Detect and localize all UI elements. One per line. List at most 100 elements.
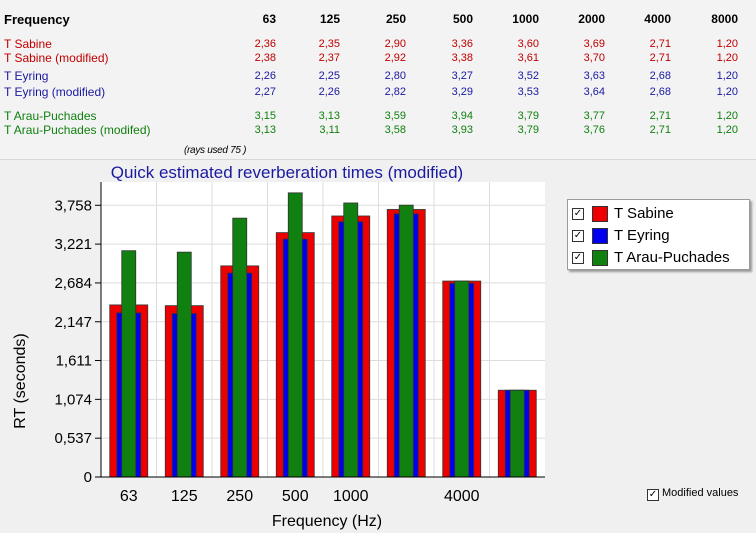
table-cell: 1,20 (716, 86, 738, 98)
legend-swatch (592, 206, 608, 222)
bar-t-arau-puchades-8000 (509, 389, 525, 478)
table-cell: 2,71 (649, 52, 671, 64)
table-cell: 3,58 (384, 124, 406, 136)
x-tick-label: 1000 (333, 488, 369, 505)
chart-title: Quick estimated reverberation times (mod… (111, 163, 463, 182)
modified-values-checkbox[interactable]: ✓ Modified values (647, 487, 738, 501)
frequency-header-500: 500 (452, 12, 473, 26)
table-row-label: T Sabine (modified) (4, 51, 109, 65)
table-cell: 2,80 (384, 70, 406, 82)
table-cell: 3,36 (451, 38, 473, 50)
table-cell: 3,79 (517, 124, 539, 136)
table-cell: 3,70 (583, 52, 605, 64)
frequency-header-125: 125 (319, 12, 340, 26)
table-cell: 3,63 (583, 70, 605, 82)
x-tick-label: 63 (120, 488, 138, 505)
frequency-header-2000: 2000 (578, 12, 605, 26)
table-cell: 2,68 (649, 86, 671, 98)
bar-t-arau-puchades-250 (232, 217, 248, 478)
frequency-header-4000: 4000 (644, 12, 671, 26)
table-row-label: T Arau-Puchades (modifed) (4, 123, 151, 137)
y-tick-label: 2,147 (54, 314, 92, 331)
table-row-label: T Arau-Puchades (4, 109, 97, 123)
table-cell: 3,77 (583, 110, 605, 122)
table-cell: 1,20 (716, 52, 738, 64)
legend-checkbox-icon[interactable]: ✓ (572, 252, 584, 264)
table-cell: 1,20 (716, 124, 738, 136)
table-cell: 3,11 (319, 124, 340, 136)
table-cell: 3,53 (517, 86, 539, 98)
table-cell: 1,20 (716, 70, 738, 82)
legend-label: T Arau-Puchades (614, 249, 730, 266)
table-cell: 1,20 (716, 38, 738, 50)
x-tick-label: 250 (226, 488, 253, 505)
bar-t-arau-puchades-500 (287, 192, 303, 478)
frequency-header-250: 250 (385, 12, 406, 26)
legend-swatch (592, 228, 608, 244)
legend-label: T Sabine (614, 205, 674, 222)
table-cell: 2,92 (384, 52, 406, 64)
table-cell: 2,82 (384, 86, 406, 98)
table-cell: 3,93 (451, 124, 473, 136)
legend-item-t-arau-puchades[interactable]: ✓ T Arau-Puchades (572, 248, 747, 268)
y-tick-label: 3,758 (54, 197, 92, 214)
bar-t-arau-puchades-2000 (398, 204, 414, 478)
reverberation-chart: Quick estimated reverberation times (mod… (0, 160, 756, 533)
table-cell: 3,76 (583, 124, 605, 136)
table-cell: 2,36 (254, 38, 276, 50)
table-cell: 3,60 (517, 38, 539, 50)
table-cell: 3,59 (384, 110, 406, 122)
reverberation-table: Frequency (rays used 75 ) 63 125 250 500 100… (0, 0, 756, 160)
table-cell: 2,38 (254, 52, 276, 64)
legend-swatch (592, 250, 608, 266)
y-axis-label: RT (seconds) (12, 333, 29, 428)
bar-t-arau-puchades-63 (121, 250, 137, 478)
frequency-header-63: 63 (262, 12, 276, 26)
y-tick-label: 3,221 (54, 236, 92, 253)
table-cell: 2,68 (649, 70, 671, 82)
frequency-header-8000: 8000 (711, 12, 738, 26)
table-row-label: T Eyring (4, 69, 49, 83)
table-cell: 3,38 (451, 52, 473, 64)
bar-t-arau-puchades-1000 (343, 202, 359, 478)
table-cell: 3,13 (254, 124, 276, 136)
y-tick-label: 1,074 (54, 391, 92, 408)
table-cell: 3,69 (583, 38, 605, 50)
bar-t-arau-puchades-4000 (454, 280, 470, 478)
y-tick-label: 0 (84, 469, 92, 486)
table-cell: 2,26 (254, 70, 276, 82)
table-cell: 3,15 (254, 110, 276, 122)
bar-t-arau-puchades-125 (176, 251, 192, 478)
legend-item-t-sabine[interactable]: ✓ T Sabine (572, 204, 747, 224)
x-axis-label: Frequency (Hz) (272, 513, 382, 530)
table-cell: 2,71 (649, 38, 671, 50)
table-cell: 1,20 (716, 110, 738, 122)
divider (0, 159, 756, 160)
modified-values-check-icon[interactable]: ✓ (647, 489, 659, 501)
table-cell: 3,29 (451, 86, 473, 98)
plot-area: 0 0,537 1,074 1,611 2,147 2,684 3,221 3,758 63 12… (54, 182, 545, 505)
table-row-label: T Sabine (4, 37, 52, 51)
x-tick-label: 4000 (444, 488, 480, 505)
table-cell: 3,52 (517, 70, 539, 82)
table-cell: 3,79 (517, 110, 539, 122)
y-tick-label: 0,537 (54, 430, 92, 447)
table-cell: 3,13 (318, 110, 340, 122)
table-cell: 2,27 (254, 86, 276, 98)
table-cell: 2,26 (318, 86, 340, 98)
rays-used-note: (rays used 75 ) (184, 145, 247, 156)
legend-item-t-eyring[interactable]: ✓ T Eyring (572, 226, 747, 246)
table-cell: 3,61 (517, 52, 539, 64)
legend-checkbox-icon[interactable]: ✓ (572, 208, 584, 220)
legend-checkbox-icon[interactable]: ✓ (572, 230, 584, 242)
y-tick-label: 2,684 (54, 275, 92, 292)
frequency-header-label: Frequency (4, 12, 70, 27)
table-cell: 2,35 (318, 38, 340, 50)
frequency-header-1000: 1000 (512, 12, 539, 26)
table-cell: 2,37 (318, 52, 340, 64)
legend-label: T Eyring (614, 227, 670, 244)
modified-values-label: Modified values (662, 487, 739, 499)
table-cell: 2,90 (384, 38, 406, 50)
table-cell: 2,71 (649, 110, 671, 122)
x-tick-label: 500 (282, 488, 309, 505)
